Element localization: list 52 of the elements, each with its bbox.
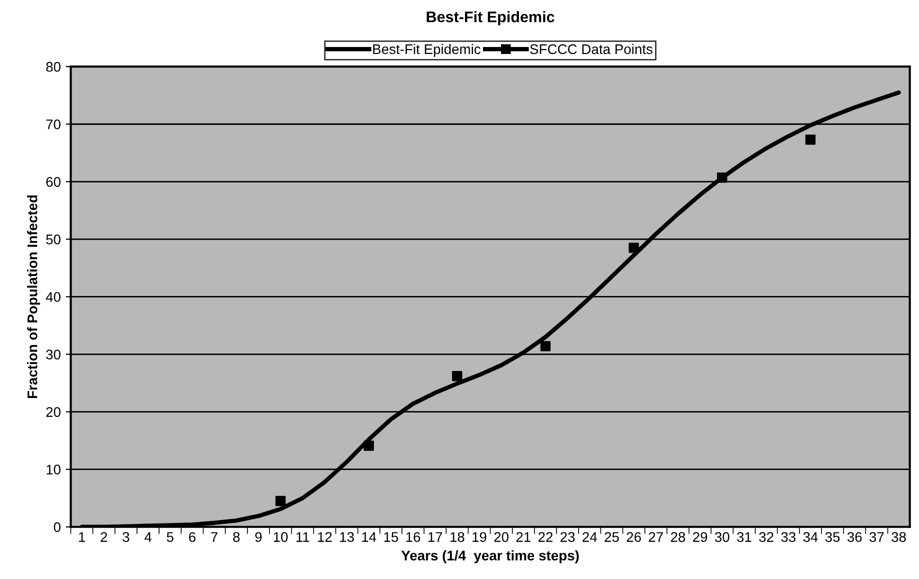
x-tick-label: 10 [274,532,288,542]
x-tick-label: 4 [144,532,152,542]
x-tick-label: 25 [604,532,619,542]
x-tick-label: 26 [626,532,641,542]
x-tick-label: 23 [560,532,575,542]
x-tick-label: 32 [759,532,774,542]
x-tick-label: 19 [472,532,486,542]
x-tick-label: 38 [892,532,906,542]
x-axis-title: Years (1/4 year time steps) [401,550,579,564]
x-tick-label: 35 [825,532,840,542]
y-tick-label: 70 [46,119,60,130]
y-tick-label: 30 [46,350,60,360]
x-tick-label: 27 [648,532,663,542]
x-tick-label: 8 [233,532,240,542]
x-tick-label: 33 [781,532,796,542]
x-tick-label: 22 [538,532,553,542]
y-tick-label: 50 [46,234,60,244]
x-tick-label: 12 [318,532,332,542]
y-tick-label: 20 [46,407,60,417]
x-tick-label: 6 [189,532,196,542]
x-tick-label: 36 [847,532,862,542]
x-tick-label: 9 [255,532,262,542]
x-tick-label: 31 [737,532,752,542]
y-tick-label: 60 [46,176,60,187]
x-tick-label: 37 [869,532,884,542]
x-tick-label: 17 [428,532,442,542]
y-tick-label: 40 [46,292,60,302]
x-tick-label: 24 [582,532,597,542]
y-tick-label: 80 [46,62,60,72]
legend-label: Best-Fit Epidemic [373,44,481,57]
x-tick-label: 16 [406,532,420,542]
x-tick-label: 14 [362,532,376,542]
x-tick-label: 15 [384,532,398,542]
chart-title: Best-Fit Epidemic [426,11,554,26]
x-tick-label: 34 [803,532,818,542]
legend-label: SFCCC Data Points [530,44,652,54]
x-tick-label: 29 [693,532,708,542]
x-tick-label: 5 [166,532,174,542]
x-tick-label: 18 [450,532,464,542]
x-tick-label: 13 [340,532,354,542]
x-tick-label: 30 [714,532,730,542]
x-tick-label: 11 [296,532,310,542]
x-tick-label: 2 [100,532,108,542]
x-tick-label: 21 [516,532,530,542]
x-tick-label: 7 [211,532,218,542]
y-axis-title: Fraction of Population Infected [27,195,40,398]
x-tick-label: 1 [79,532,85,542]
x-tick-label: 28 [670,532,686,542]
x-tick-label: 20 [494,532,509,542]
y-tick-label: 0 [54,522,60,532]
x-tick-label: 3 [122,532,130,542]
y-tick-label: 10 [46,464,60,475]
